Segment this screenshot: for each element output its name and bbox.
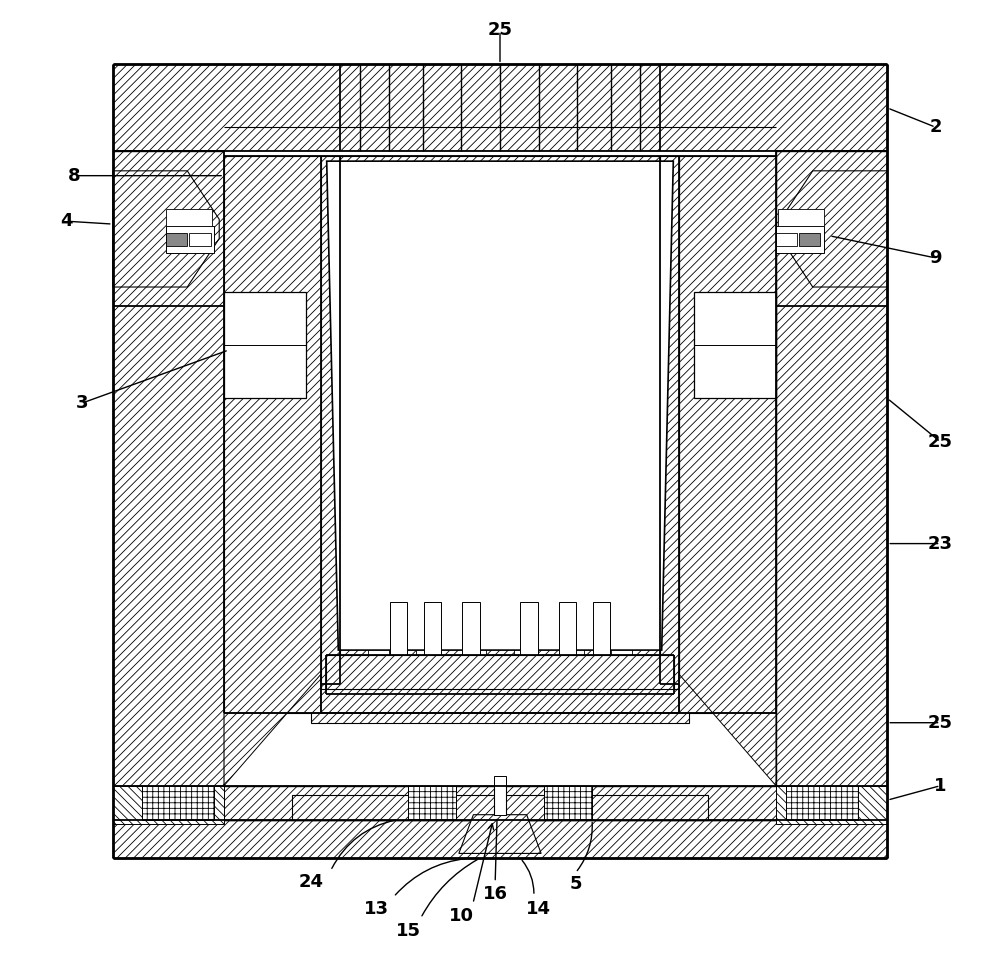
Bar (660, 156, 679, 713)
Polygon shape (781, 171, 887, 287)
Text: 24: 24 (299, 874, 324, 891)
Bar (142, 786, 214, 820)
Bar (544, 786, 592, 820)
Bar (390, 602, 407, 654)
Bar (776, 226, 824, 253)
Bar (611, 166, 632, 684)
Text: 13: 13 (364, 899, 389, 918)
Bar (368, 166, 389, 684)
Bar (776, 233, 797, 247)
Bar (799, 233, 820, 247)
Bar (224, 156, 321, 713)
Bar (520, 602, 538, 654)
Bar (559, 602, 576, 654)
Text: 3: 3 (75, 394, 88, 413)
Bar (408, 786, 456, 820)
Text: 25: 25 (488, 21, 512, 40)
Bar (778, 209, 824, 226)
Text: 5: 5 (569, 876, 582, 893)
Bar (166, 209, 212, 226)
Text: 8: 8 (68, 167, 80, 184)
Polygon shape (224, 674, 321, 786)
Bar (321, 156, 340, 713)
Bar (113, 64, 887, 151)
Bar (166, 233, 187, 247)
Bar (113, 820, 887, 858)
Text: 25: 25 (928, 714, 953, 732)
Text: 9: 9 (929, 249, 942, 267)
Text: 23: 23 (928, 535, 953, 552)
Bar (462, 602, 480, 654)
Bar (189, 233, 211, 247)
Bar (224, 292, 306, 398)
Bar (465, 166, 486, 684)
Bar (311, 688, 689, 722)
Polygon shape (113, 171, 219, 287)
Bar (786, 786, 858, 820)
Bar (113, 151, 224, 786)
Polygon shape (679, 674, 776, 786)
Polygon shape (113, 786, 224, 824)
Bar (494, 776, 506, 815)
Polygon shape (327, 161, 673, 651)
Bar (694, 292, 776, 398)
Text: 2: 2 (929, 118, 942, 136)
Bar (514, 166, 535, 684)
Bar (326, 654, 674, 693)
Bar (679, 156, 776, 713)
Bar (224, 151, 776, 713)
Bar (292, 795, 708, 820)
Bar (593, 602, 610, 654)
Polygon shape (776, 786, 887, 824)
Bar (113, 786, 887, 820)
Text: 4: 4 (60, 213, 72, 230)
Text: 14: 14 (526, 899, 551, 918)
Bar (562, 166, 584, 684)
Bar (416, 166, 438, 684)
Polygon shape (459, 815, 541, 854)
Text: 25: 25 (928, 433, 953, 451)
Bar (340, 156, 660, 684)
Bar (166, 226, 214, 253)
Text: 1: 1 (934, 777, 947, 794)
Bar (776, 151, 887, 786)
Text: 15: 15 (396, 921, 421, 940)
Bar (424, 602, 441, 654)
Text: 16: 16 (483, 886, 508, 903)
Text: 10: 10 (449, 907, 474, 925)
